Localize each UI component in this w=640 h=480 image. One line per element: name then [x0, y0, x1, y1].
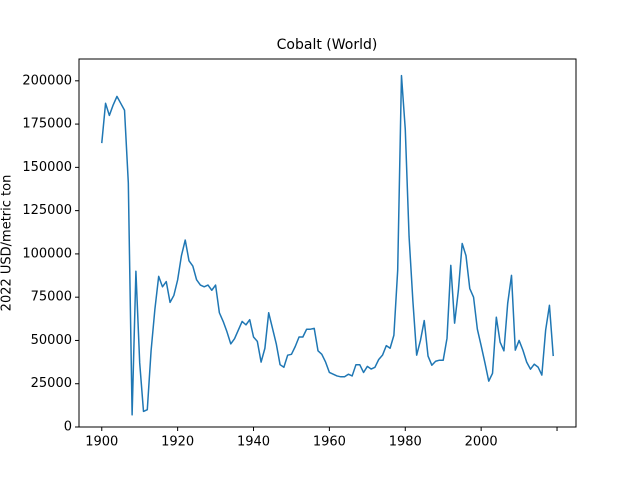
x-tick-label: 1980 [389, 435, 422, 450]
y-tick-label: 100000 [22, 246, 72, 261]
y-tick-label: 200000 [22, 73, 72, 88]
y-tick-label: 50000 [31, 333, 72, 348]
y-tick-label: 150000 [22, 160, 72, 175]
y-axis-label: 2022 USD/metric ton [0, 175, 15, 312]
y-tick-label: 125000 [22, 203, 72, 218]
x-tick-label: 2000 [465, 435, 498, 450]
data-line [101, 74, 554, 416]
x-tick-label: 1960 [313, 435, 346, 450]
chart-title: Cobalt (World) [277, 37, 378, 53]
x-tick-label: 1940 [237, 435, 270, 450]
x-tick-label: 1900 [85, 435, 118, 450]
y-tick-label: 0 [64, 420, 72, 435]
y-tick-label: 25000 [31, 376, 72, 391]
x-tick-label: 1920 [161, 435, 194, 450]
y-tick-label: 175000 [22, 117, 72, 132]
y-tick-label: 75000 [31, 290, 72, 305]
plot-frame [78, 58, 577, 428]
